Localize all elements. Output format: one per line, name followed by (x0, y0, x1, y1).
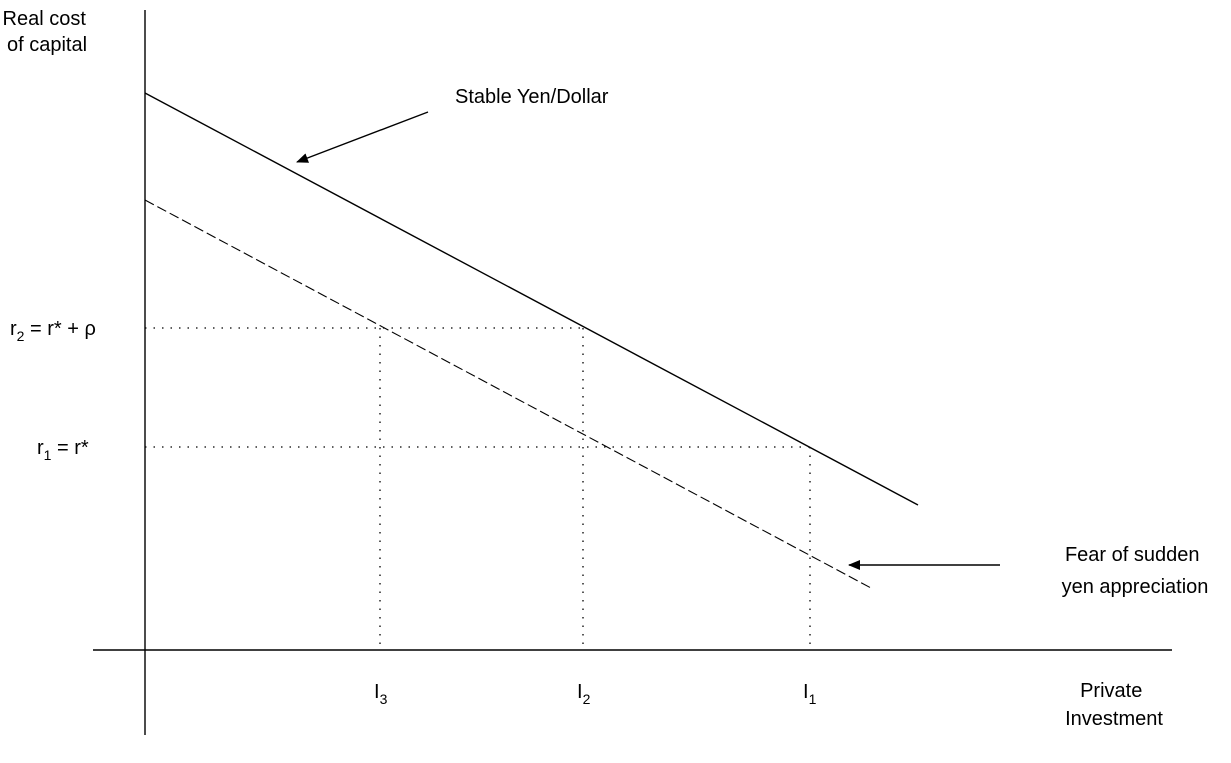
fear-curve-label: Fear of sudden yen appreciation (1062, 544, 1209, 598)
x-axis-label: Private Investment (1065, 680, 1163, 730)
stable-curve-label: Stable Yen/Dollar (455, 86, 609, 108)
r2-label: r2 = r* + ρ (10, 318, 96, 344)
i2-label: I2 (577, 681, 591, 707)
r1-label: r1 = r* (37, 437, 89, 463)
fear-appreciation-curve (144, 199, 872, 589)
stable-curve-arrow (296, 111, 429, 163)
i3-label: I3 (374, 681, 388, 707)
y-axis-label: Real cost of capital (3, 8, 92, 56)
i1-label: I1 (803, 681, 817, 707)
stable-yen-dollar-curve (144, 92, 919, 506)
